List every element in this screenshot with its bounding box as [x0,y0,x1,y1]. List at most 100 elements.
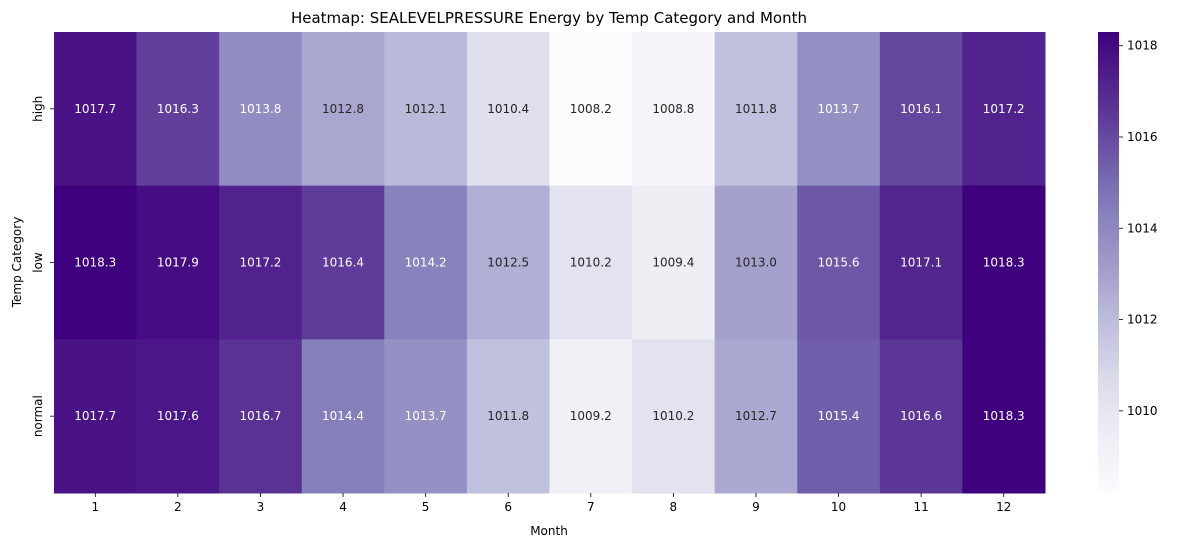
y-axis-ticks: high low normal [31,96,54,437]
cell-value-label: 1013.7 [818,102,860,116]
colorbar-tick-label: 1016 [1127,130,1158,144]
heatmap-cell [466,32,550,187]
cell-value-label: 1012.1 [405,102,447,116]
heatmap-cell [54,339,138,494]
x-tick-label: 11 [913,500,928,514]
heatmap-cell [797,185,881,340]
cell-value-label: 1016.7 [239,409,281,423]
x-tick-label: 12 [996,500,1011,514]
colorbar-tick-label: 1010 [1127,404,1158,418]
heatmap-cell [549,32,633,187]
heatmap-cell [714,32,798,187]
heatmap-cell [549,185,633,340]
heatmap-cell [632,32,716,187]
heatmap-cell [384,185,468,340]
heatmap-cell [879,32,963,187]
cell-value-label: 1017.9 [157,256,199,270]
heatmap-cells: 1017.7 1016.3 1013.8 1012.8 1012.1 1010.4 1008… [54,32,1046,494]
cell-value-label: 1012.8 [322,102,364,116]
heatmap-cell [136,185,220,340]
colorbar-tick-label: 1012 [1127,313,1158,327]
cell-value-label: 1017.7 [74,102,116,116]
x-tick-label: 10 [831,500,846,514]
cell-value-label: 1016.1 [900,102,942,116]
cell-value-label: 1013.7 [405,409,447,423]
heatmap-cell [136,339,220,494]
x-tick-label: 8 [670,500,678,514]
heatmap-cell [714,185,798,340]
heatmap-cell [54,32,138,187]
cell-value-label: 1016.6 [900,409,942,423]
colorbar-ticks: 1010 1012 1014 1016 1018 [1119,39,1158,418]
heatmap-cell [797,32,881,187]
cell-value-label: 1016.3 [157,102,199,116]
heatmap-cell [632,185,716,340]
heatmap-cell [797,339,881,494]
heatmap-cell [962,339,1046,494]
colorbar-tick-label: 1014 [1127,221,1158,235]
x-tick-label: 6 [504,500,512,514]
cell-value-label: 1008.2 [570,102,612,116]
heatmap-cell [219,185,303,340]
cell-value-label: 1013.8 [239,102,281,116]
cell-value-label: 1015.6 [818,256,860,270]
x-tick-label: 2 [174,500,182,514]
y-tick-label: normal [31,395,45,437]
cell-value-label: 1013.0 [735,256,777,270]
heatmap-cell [466,339,550,494]
x-tick-label: 4 [339,500,347,514]
cell-value-label: 1014.2 [405,256,447,270]
x-tick-label: 3 [257,500,265,514]
cell-value-label: 1018.3 [983,256,1025,270]
cell-value-label: 1010.2 [652,409,694,423]
cell-value-label: 1015.4 [818,409,860,423]
heatmap-cell [219,32,303,187]
heatmap-cell [384,339,468,494]
chart-title: Heatmap: SEALEVELPRESSURE Energy by Temp… [291,9,807,27]
cell-value-label: 1014.4 [322,409,364,423]
cell-value-label: 1011.8 [487,409,529,423]
heatmap-cell [384,32,468,187]
cell-value-label: 1012.7 [735,409,777,423]
x-tick-label: 7 [587,500,595,514]
heatmap-cell [219,339,303,494]
cell-value-label: 1009.4 [652,256,694,270]
cell-value-label: 1010.4 [487,102,529,116]
x-tick-label: 1 [91,500,99,514]
heatmap-cell [549,339,633,494]
cell-value-label: 1016.4 [322,256,364,270]
y-tick-label: high [31,96,45,122]
y-axis-label: Temp Category [10,217,24,309]
heatmap-cell [301,185,385,340]
heatmap-cell [962,32,1046,187]
heatmap-cell [632,339,716,494]
heatmap-cell [879,185,963,340]
heatmap-cell [879,339,963,494]
cell-value-label: 1012.5 [487,256,529,270]
heatmap-cell [714,339,798,494]
heatmap-cell [466,185,550,340]
x-axis-label: Month [530,524,568,538]
heatmap-cell [54,185,138,340]
cell-value-label: 1017.6 [157,409,199,423]
x-axis-ticks: 1 2 3 4 5 6 7 8 9 10 11 12 [91,493,1011,514]
cell-value-label: 1011.8 [735,102,777,116]
heatmap-cell [962,185,1046,340]
y-tick-label: low [31,252,45,273]
heatmap-cell [301,339,385,494]
heatmap-cell [136,32,220,187]
cell-value-label: 1017.7 [74,409,116,423]
cell-value-label: 1008.8 [652,102,694,116]
heatmap-cell [301,32,385,187]
cell-value-label: 1018.3 [74,256,116,270]
cell-value-label: 1017.1 [900,256,942,270]
x-tick-label: 9 [752,500,760,514]
x-tick-label: 5 [422,500,430,514]
cell-value-label: 1010.2 [570,256,612,270]
cell-value-label: 1017.2 [239,256,281,270]
colorbar-tick-label: 1018 [1127,39,1158,53]
cell-value-label: 1017.2 [983,102,1025,116]
cell-value-label: 1009.2 [570,409,612,423]
colorbar [1098,32,1119,493]
